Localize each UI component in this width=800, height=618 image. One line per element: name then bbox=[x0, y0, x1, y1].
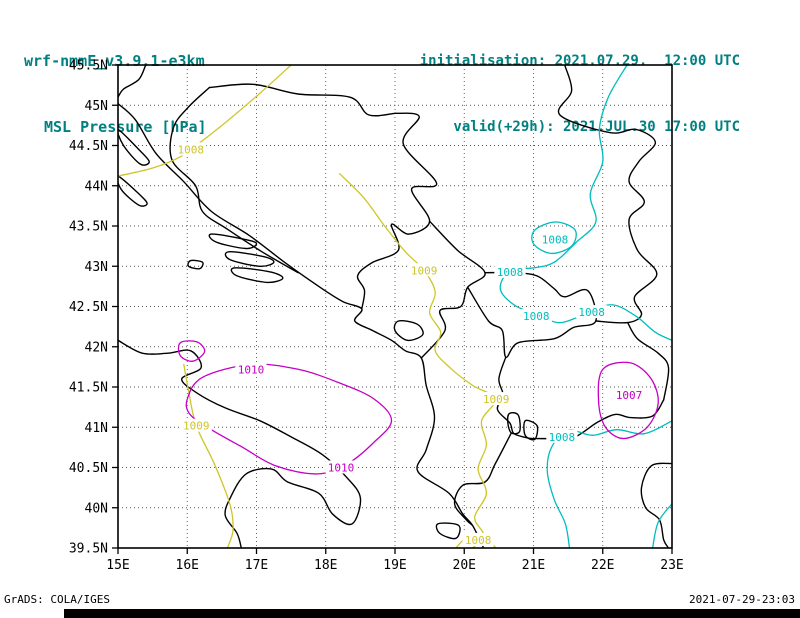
contour-label-gap bbox=[494, 264, 526, 278]
x-tick-label: 18E bbox=[314, 558, 337, 573]
x-tick-label: 16E bbox=[176, 558, 199, 573]
island-pag bbox=[118, 128, 150, 166]
y-tick-label: 43.5N bbox=[69, 220, 108, 235]
contour-label-gap bbox=[576, 305, 608, 319]
x-tick-label: 20E bbox=[453, 558, 476, 573]
contour-label-gap bbox=[175, 142, 207, 156]
contour-1009 bbox=[338, 173, 497, 548]
plot-frame bbox=[117, 64, 673, 549]
border-macedonia-albania bbox=[496, 356, 531, 440]
contour-label: 1008 bbox=[578, 306, 605, 319]
contour-label-gap bbox=[480, 392, 512, 406]
x-tick-label: 23E bbox=[660, 558, 683, 573]
y-tick-label: 42.5N bbox=[69, 300, 108, 315]
contour-labels: 1008 1009 1008 1008 1008 1008 1010 1010 1009 1009… bbox=[175, 142, 645, 547]
border-albania-greece bbox=[453, 432, 512, 527]
contour-label: 1009 bbox=[411, 264, 438, 277]
lake-ohrid bbox=[506, 412, 521, 435]
x-tick-label: 19E bbox=[383, 558, 406, 573]
island-dugi-otok bbox=[118, 175, 148, 207]
island-korcula bbox=[230, 267, 284, 284]
lake-prespa bbox=[523, 419, 539, 441]
border-macedonia-bulgaria bbox=[627, 321, 670, 401]
y-tick-label: 41.5N bbox=[69, 381, 108, 396]
contour-label: 1008 bbox=[523, 310, 550, 323]
contour-1008 bbox=[651, 503, 672, 548]
greece-east-coast bbox=[640, 462, 672, 548]
y-tick-label: 40N bbox=[85, 501, 108, 516]
lake-scutari bbox=[393, 320, 424, 342]
y-tick-label: 45.5N bbox=[69, 59, 108, 74]
contour-label: 1009 bbox=[183, 420, 210, 433]
grads-credit: GrADS: COLA/IGES bbox=[4, 593, 110, 606]
contour-1010 bbox=[177, 340, 206, 362]
adriatic-east-coast bbox=[118, 102, 485, 548]
island-vis bbox=[187, 259, 204, 270]
y-tick-label: 44.5N bbox=[69, 139, 108, 154]
contour-1008 bbox=[531, 221, 577, 255]
valid-time: valid(+29h): 2021.JUL.30 17:00 UTC bbox=[453, 119, 740, 135]
border-slovenia-croatia bbox=[118, 65, 147, 98]
border-montenegro-east bbox=[420, 220, 486, 359]
x-tick-label: 22E bbox=[591, 558, 614, 573]
contour-label: 1009 bbox=[483, 393, 510, 406]
contour-label-gap bbox=[613, 388, 645, 402]
contour-label: 1010 bbox=[328, 462, 355, 475]
contour-1008 bbox=[118, 65, 292, 177]
contour-1007 bbox=[597, 361, 659, 440]
island-hvar bbox=[224, 251, 275, 268]
y-tick-label: 45N bbox=[85, 99, 108, 114]
y-tick-label: 44N bbox=[85, 179, 108, 194]
contour-1008 bbox=[499, 65, 672, 341]
x-tick-label: 21E bbox=[522, 558, 545, 573]
bottom-bar bbox=[64, 609, 800, 618]
contour-label-gap bbox=[539, 232, 571, 246]
border-bosnia-north bbox=[208, 83, 396, 117]
border-drina bbox=[356, 112, 438, 310]
contour-1010 bbox=[185, 363, 393, 475]
contour-label: 1010 bbox=[238, 363, 265, 376]
contour-label-gap bbox=[462, 532, 494, 546]
axis-ticks bbox=[112, 64, 673, 554]
contour-label-gap bbox=[235, 362, 267, 376]
contour-label: 1008 bbox=[542, 234, 569, 247]
x-tick-label: 15E bbox=[106, 558, 129, 573]
y-tick-label: 41N bbox=[85, 421, 108, 436]
contour-label-gap bbox=[180, 418, 212, 432]
contour-1009 bbox=[183, 363, 234, 548]
contour-label: 1007 bbox=[616, 389, 643, 402]
y-tick-label: 40.5N bbox=[69, 461, 108, 476]
y-tick-label: 43N bbox=[85, 260, 108, 275]
contour-label-gap bbox=[408, 263, 440, 277]
y-axis-labels: 39.5N 40N 40.5N 41N 41.5N 42N 42.5N 43N 43.5N 44N… bbox=[69, 59, 108, 557]
border-serbia-romania-bulgaria bbox=[557, 65, 658, 324]
border-kosovo bbox=[467, 271, 598, 358]
contour-label: 1008 bbox=[465, 534, 492, 547]
contour-label-gap bbox=[325, 460, 357, 474]
contour-label: 1008 bbox=[549, 431, 576, 444]
border-bosnia-west bbox=[169, 86, 299, 274]
italy-coast bbox=[118, 339, 362, 548]
contour-label: 1008 bbox=[497, 266, 524, 279]
y-tick-label: 42N bbox=[85, 340, 108, 355]
creation-timestamp: 2021-07-29-23:03 bbox=[689, 593, 795, 606]
contour-label: 1008 bbox=[177, 144, 204, 157]
x-tick-label: 17E bbox=[245, 558, 268, 573]
contour-label-gap bbox=[546, 429, 578, 443]
island-corfu bbox=[435, 522, 461, 540]
y-tick-label: 39.5N bbox=[69, 542, 108, 557]
x-axis-labels: 15E 16E 17E 18E 19E 20E 21E 22E 23E bbox=[106, 558, 683, 573]
contour-label-gap bbox=[520, 309, 552, 323]
coastlines-and-borders bbox=[118, 65, 672, 548]
